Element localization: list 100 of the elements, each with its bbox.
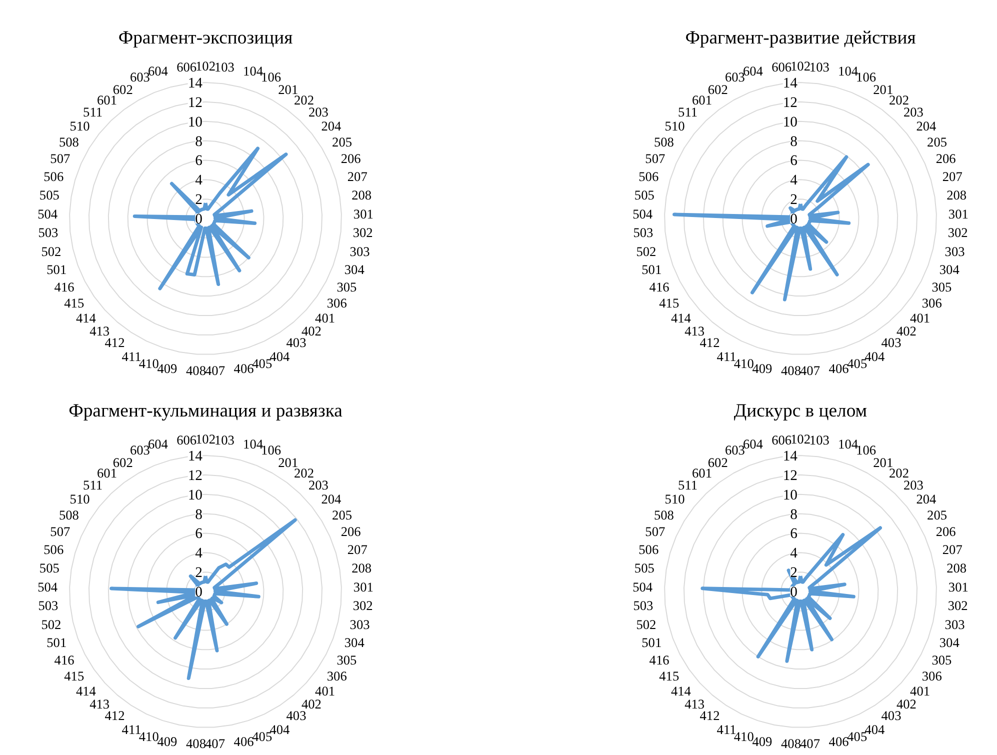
spoke-label: 502 <box>636 244 656 259</box>
spoke-label: 411 <box>122 722 142 737</box>
spoke-label: 103 <box>809 432 830 448</box>
y-tick-label: 12 <box>782 468 798 484</box>
y-tick-label: 10 <box>188 114 202 130</box>
spoke-label: 510 <box>70 492 90 507</box>
spoke-label: 303 <box>944 616 966 632</box>
y-tick-label: 2 <box>790 192 798 208</box>
spoke-label: 204 <box>321 492 342 507</box>
spoke-label: 301 <box>948 206 968 222</box>
spoke-label: 503 <box>38 225 59 240</box>
spoke-label: 407 <box>204 363 226 378</box>
spoke-label: 305 <box>336 279 358 294</box>
spoke-label: 208 <box>352 560 372 576</box>
spoke-label: 501 <box>46 262 67 278</box>
y-tick-label: 8 <box>195 134 202 150</box>
chart-title: Дискурс в целом <box>734 400 868 422</box>
spoke-label: 301 <box>353 579 374 594</box>
spoke-label: 102 <box>196 58 216 74</box>
spoke-label: 306 <box>922 668 942 684</box>
spoke-label: 304 <box>344 635 365 650</box>
spoke-label: 301 <box>948 579 968 594</box>
y-tick-label: 4 <box>790 172 798 189</box>
spoke-label: 606 <box>176 432 197 448</box>
spoke-label: 303 <box>350 616 370 632</box>
spoke-label: 507 <box>50 151 71 166</box>
spoke-label: 207 <box>942 168 963 184</box>
spoke-label: 508 <box>654 507 674 522</box>
spoke-label: 104 <box>838 63 858 78</box>
spoke-label: 407 <box>800 736 820 752</box>
spoke-label: 408 <box>186 736 206 752</box>
spoke-label: 414 <box>670 310 692 326</box>
spoke-label: 508 <box>654 134 674 150</box>
spoke-label: 506 <box>638 542 659 557</box>
spoke-label: 206 <box>340 151 362 166</box>
spoke-label: 106 <box>261 69 282 84</box>
spoke-label: 208 <box>946 560 967 576</box>
spoke-label: 304 <box>344 262 365 278</box>
spoke-label: 408 <box>781 736 802 752</box>
spoke-label: 203 <box>903 478 924 493</box>
spoke-label: 602 <box>708 82 728 98</box>
spoke-label: 208 <box>946 187 967 202</box>
spoke-label: 505 <box>634 187 655 202</box>
spoke-label: 203 <box>903 104 924 120</box>
spoke-label: 503 <box>633 598 654 614</box>
spoke-label: 306 <box>326 668 348 684</box>
spoke-label: 408 <box>781 363 802 378</box>
y-tick-label: 12 <box>188 94 202 111</box>
spoke-label: 406 <box>234 360 254 376</box>
spoke-label: 511 <box>83 478 103 493</box>
spoke-label: 206 <box>936 151 956 166</box>
spoke-label: 504 <box>632 206 653 222</box>
y-tick-label: 6 <box>195 526 202 542</box>
spoke-label: 103 <box>214 60 235 75</box>
y-tick-label: 10 <box>782 487 798 504</box>
y-tick-label: 10 <box>188 487 202 504</box>
spoke-label: 606 <box>176 60 197 75</box>
y-tick-label: 4 <box>195 172 204 189</box>
spoke-label: 502 <box>636 616 656 632</box>
spoke-label: 302 <box>352 598 373 614</box>
chart-title: Фрагмент-развитие действия <box>685 28 916 48</box>
spoke-label: 409 <box>752 360 773 376</box>
spoke-label: 506 <box>44 542 64 557</box>
spoke-label: 510 <box>70 118 90 134</box>
spoke-label: 504 <box>38 579 58 594</box>
spoke-label: 406 <box>828 734 850 749</box>
spoke-label: 106 <box>856 442 876 458</box>
spoke-label: 407 <box>204 736 226 752</box>
y-tick-label: 2 <box>790 565 798 582</box>
spoke-label: 104 <box>243 436 264 452</box>
y-tick-label: 8 <box>195 506 202 523</box>
spoke-label: 414 <box>76 684 96 698</box>
spoke-label: 502 <box>41 616 62 632</box>
spoke-label: 404 <box>864 348 886 364</box>
spoke-label: 507 <box>50 524 71 540</box>
spoke-label: 205 <box>332 134 352 150</box>
spoke-label: 510 <box>664 118 686 134</box>
spoke-label: 303 <box>350 244 370 259</box>
spoke-label: 205 <box>332 507 352 522</box>
spoke-label: 401 <box>910 310 930 326</box>
spoke-label: 406 <box>234 734 254 749</box>
spoke-label: 602 <box>112 455 133 470</box>
spoke-label: 415 <box>659 668 680 684</box>
spoke-label: 507 <box>645 524 666 540</box>
y-tick-label: 10 <box>782 114 798 130</box>
y-tick-label: 0 <box>790 584 798 600</box>
spoke-label: 306 <box>326 296 348 311</box>
spoke-label: 406 <box>828 360 850 376</box>
spoke-label: 206 <box>340 524 362 540</box>
y-tick-label: 0 <box>195 584 202 600</box>
spoke-label: 102 <box>196 432 216 446</box>
chart-title: Фрагмент-кульминация и развязка <box>68 400 344 422</box>
spoke-label: 404 <box>864 722 886 737</box>
spoke-label: 506 <box>44 168 64 184</box>
spoke-label: 606 <box>772 60 792 75</box>
spoke-label: 503 <box>38 598 59 614</box>
spoke-label: 207 <box>942 542 963 557</box>
spoke-label: 305 <box>336 652 358 668</box>
spoke-label: 408 <box>186 363 206 378</box>
spoke-label: 207 <box>347 168 368 184</box>
